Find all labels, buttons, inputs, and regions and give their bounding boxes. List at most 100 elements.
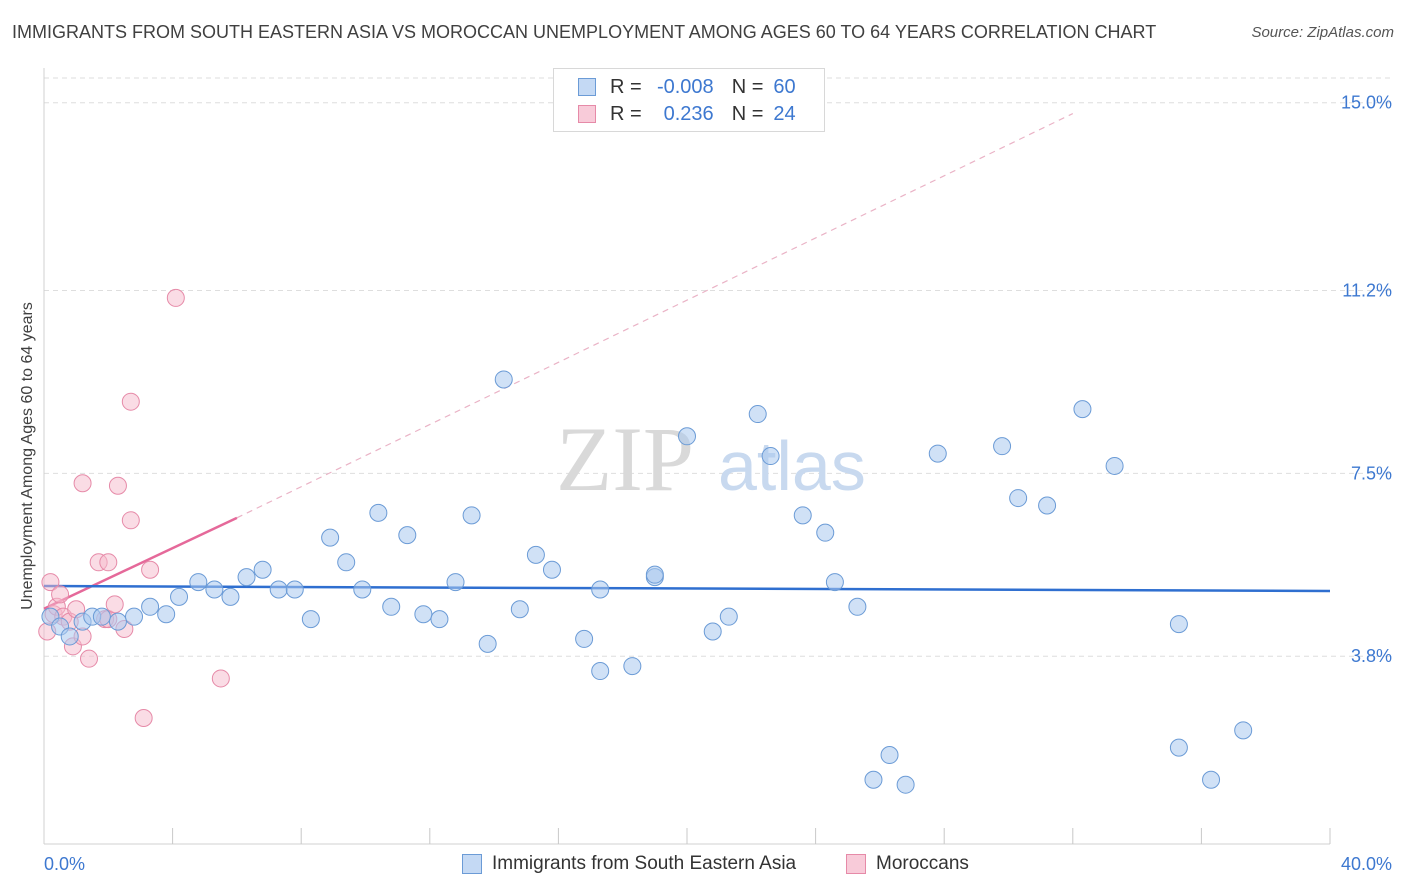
sea-point [430,610,449,629]
y-tick-label: 3.8% [1351,646,1392,666]
sea-point [761,447,780,466]
sea-point [928,444,947,463]
moroccans-point [134,708,153,727]
legend-r-label: R = [610,102,642,125]
x-tick-label: 40.0% [1341,854,1392,874]
sea-point [880,746,899,765]
moroccans-point [166,288,185,307]
moroccans-point [41,573,60,592]
sea-points [41,370,1253,794]
sea-point [92,607,111,626]
sea-point [1169,738,1188,757]
sea-point [1073,400,1092,419]
legend-swatch-pink [846,854,866,874]
sea-point [575,629,594,648]
sea-point [382,597,401,616]
legend-row-sea: R = -0.008 N = 60 [578,75,796,99]
moroccans-points [38,288,230,727]
trend-lines [43,113,1331,610]
legend-swatch-blue [462,854,482,874]
sea-point [510,600,529,619]
moroccans-point [211,669,230,688]
watermark-zip: ZIP [556,408,694,510]
legend-item-moroccans[interactable]: Moroccans [846,852,969,876]
sea-point [591,580,610,599]
sea-point [678,427,696,446]
correlation-legend: R = -0.008 N = 60 R = 0.236 N = 24 [553,68,825,132]
moroccans-point [80,649,99,668]
sea-point [337,553,356,572]
legend-swatch-pink [578,105,596,123]
watermark: ZIP atlas [556,408,866,510]
sea-point [1105,456,1124,475]
watermark-atlas: atlas [718,427,866,505]
sea-point [748,405,767,424]
legend-swatch-blue [578,78,596,96]
sea-point [816,523,835,542]
sea-point [896,775,915,794]
sea-point [478,634,497,653]
sea-point [1234,721,1253,740]
legend-item-sea[interactable]: Immigrants from South Eastern Asia [462,852,796,876]
sea-point [221,587,240,606]
sea-point [526,545,545,564]
sea-point [446,573,465,592]
sea-point [542,560,561,579]
legend-r-value: 0.236 [663,102,714,125]
legend-label-sea: Immigrants from South Eastern Asia [492,853,797,874]
sea-point [189,573,208,592]
sea-point [645,565,664,584]
sea-point [285,580,304,599]
legend-r-value: -0.008 [656,75,714,98]
sea-point [793,506,812,525]
source-label: Source: ZipAtlas.com [1251,24,1394,41]
sea-point [864,770,883,789]
sea-point [141,597,160,616]
sea-point [253,560,272,579]
sea-point [108,612,127,631]
moroccans-point [121,511,140,530]
sea-point [703,622,722,641]
sea-point [825,573,844,592]
y-tick-label: 15.0% [1341,93,1392,113]
sea-point [1169,615,1188,634]
sea-point [494,370,513,389]
sea-point [1202,770,1221,789]
sea-point [237,568,256,587]
sea-point [170,587,189,606]
legend-n-value: 60 [773,75,796,98]
moroccans-point [108,476,127,495]
moroccans-point [51,585,70,604]
sea-point [353,580,372,599]
sea-point [993,437,1012,456]
sea-point [369,503,388,522]
moroccans-point [99,553,118,572]
y-tick-label: 7.5% [1351,463,1392,483]
sea-point [301,610,320,629]
sea-point [462,506,481,525]
legend-n-value: 24 [773,102,796,125]
legend-n-label: N = [731,75,764,98]
sea-point [269,580,288,599]
moroccans-point [73,474,92,493]
legend-n-label: N = [731,102,764,125]
sea-point [623,657,642,676]
sea-trend-line [43,584,1331,593]
sea-point [125,607,144,626]
x-tick-label: 0.0% [44,854,85,874]
sea-point [414,605,433,624]
legend-row-moroccans: R = 0.236 N = 24 [578,102,796,126]
tick-labels: 3.8% 7.5% 11.2% 15.0% 0.0% 40.0% [44,93,1392,874]
sea-point [398,526,417,545]
sea-point [205,580,224,599]
moroccans-trend-extension [236,113,1074,519]
sea-point [591,662,610,681]
y-tick-label: 11.2% [1342,281,1392,301]
sea-point [1009,489,1028,508]
sea-point [321,528,340,547]
sea-point [60,627,79,646]
moroccans-point [121,392,140,411]
sea-point [848,597,867,616]
axes [43,68,1331,845]
